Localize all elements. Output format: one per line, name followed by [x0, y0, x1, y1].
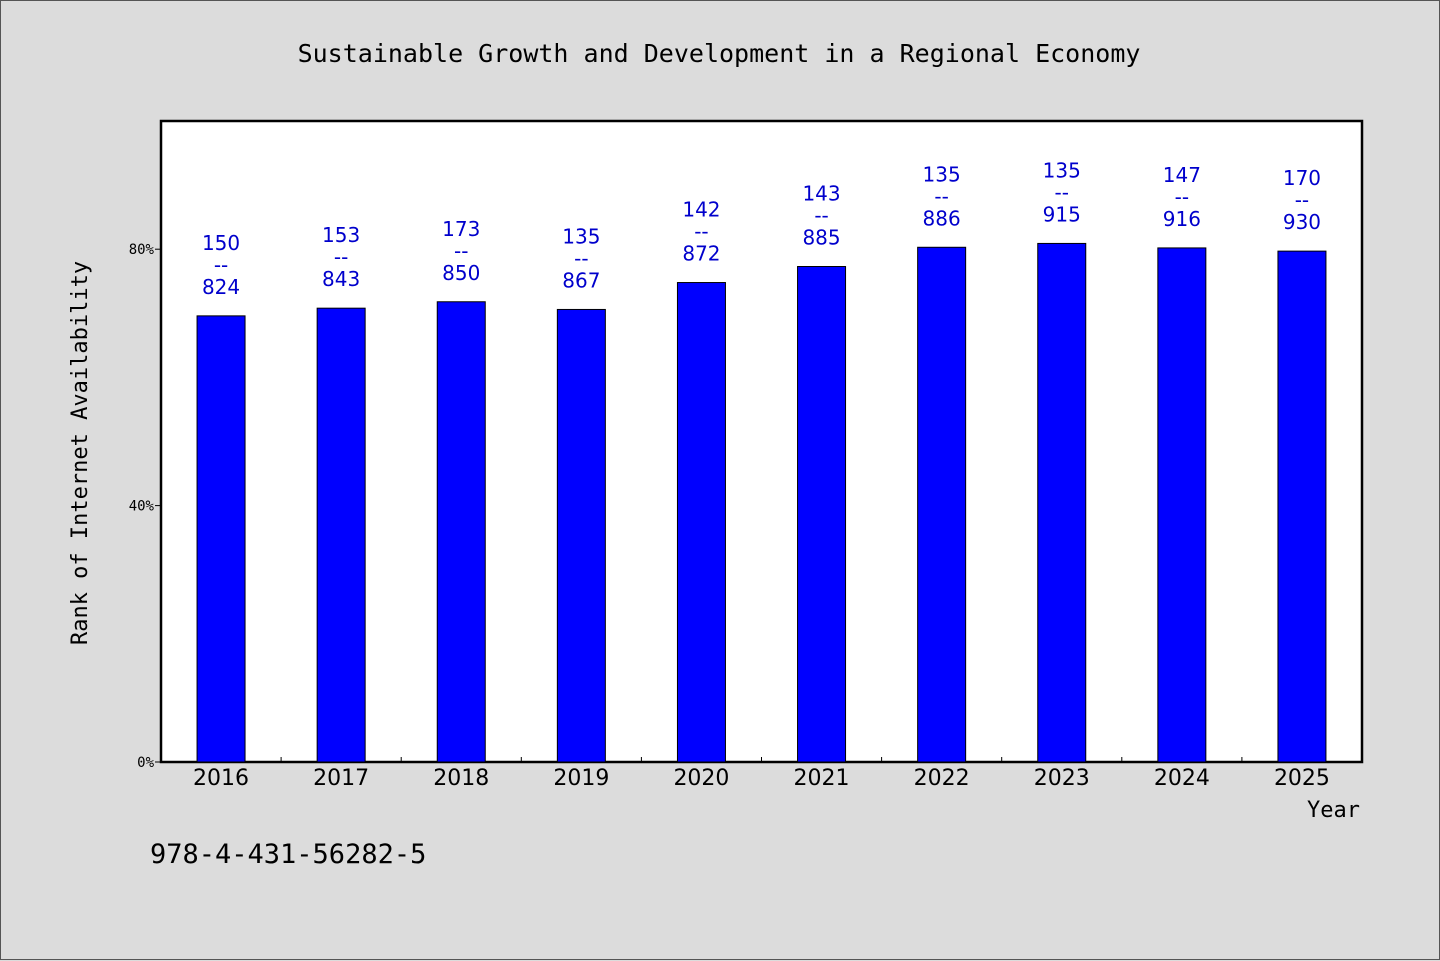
y-axis-label: Rank of Internet Availability — [68, 261, 93, 645]
data-label-2016-1: -- — [214, 253, 228, 277]
data-label-2017-1: -- — [334, 245, 348, 269]
data-label-2023-2: 915 — [1043, 202, 1081, 226]
bar-2021 — [797, 266, 847, 763]
x-tick-label-2025: 2025 — [1274, 766, 1330, 791]
bar-2022 — [917, 246, 967, 763]
data-label-2018-1: -- — [454, 239, 468, 263]
bar-2023 — [1037, 242, 1087, 763]
footer-isbn: 978-4-431-56282-5 — [150, 839, 426, 870]
x-tick-label-2024: 2024 — [1154, 766, 1210, 791]
axes-group: 2016 2017 2018 2019 2020 2021 2022 2023 2024 2025… — [129, 242, 1330, 791]
data-label-2020-2: 872 — [682, 242, 720, 266]
x-tick-label-2020: 2020 — [673, 766, 729, 791]
data-label-2022-2: 886 — [923, 206, 961, 230]
data-label-2025-2: 930 — [1283, 210, 1321, 234]
x-tick-label-2019: 2019 — [553, 766, 609, 791]
data-label-2019-0: 135 — [562, 224, 600, 248]
bars-group — [196, 242, 1327, 763]
data-label-2022-0: 135 — [923, 162, 961, 186]
y-tick-label: 0% — [137, 755, 154, 771]
data-label-2020-1: -- — [694, 220, 708, 244]
x-tick-label-2018: 2018 — [433, 766, 489, 791]
y-tick-label: 80% — [129, 242, 155, 258]
x-tick-label-2022: 2022 — [914, 766, 970, 791]
data-label-2017-0: 153 — [322, 223, 360, 247]
x-tick-label-2023: 2023 — [1034, 766, 1090, 791]
x-tick-label-2016: 2016 — [193, 766, 249, 791]
data-label-2022-1: -- — [934, 184, 948, 208]
data-label-2017-2: 843 — [322, 267, 360, 291]
data-label-2019-2: 867 — [562, 268, 600, 292]
data-label-2024-2: 916 — [1163, 207, 1201, 231]
data-label-2025-1: -- — [1295, 188, 1309, 212]
chart-title: Sustainable Growth and Development in a … — [298, 39, 1141, 68]
x-tick-label-2017: 2017 — [313, 766, 369, 791]
data-label-2021-1: -- — [814, 204, 828, 228]
bar-2025 — [1277, 250, 1327, 763]
data-label-2016-2: 824 — [202, 275, 240, 299]
data-label-2016-0: 150 — [202, 231, 240, 255]
data-label-2019-1: -- — [574, 246, 588, 270]
bar-2018 — [436, 301, 486, 763]
data-label-2021-0: 143 — [802, 182, 840, 206]
x-tick-label-2021: 2021 — [794, 766, 850, 791]
bar-2017 — [316, 307, 366, 763]
data-label-2021-2: 885 — [802, 226, 840, 250]
bar-2016 — [196, 315, 246, 763]
data-label-2018-2: 850 — [442, 261, 480, 285]
data-label-2018-0: 173 — [442, 217, 480, 241]
data-label-2023-1: -- — [1055, 180, 1069, 204]
bar-2019 — [556, 308, 606, 763]
data-label-2024-0: 147 — [1163, 163, 1201, 187]
data-labels-group: 150--824153--843173--850135--867142--872… — [202, 158, 1321, 298]
data-label-2023-0: 135 — [1043, 158, 1081, 182]
bar-2020 — [676, 282, 726, 763]
x-axis-label: Year — [1307, 798, 1360, 823]
bar-2024 — [1157, 247, 1207, 763]
data-label-2025-0: 170 — [1283, 166, 1321, 190]
data-label-2020-0: 142 — [682, 198, 720, 222]
data-label-2024-1: -- — [1175, 185, 1189, 209]
y-tick-label: 40% — [129, 499, 155, 515]
